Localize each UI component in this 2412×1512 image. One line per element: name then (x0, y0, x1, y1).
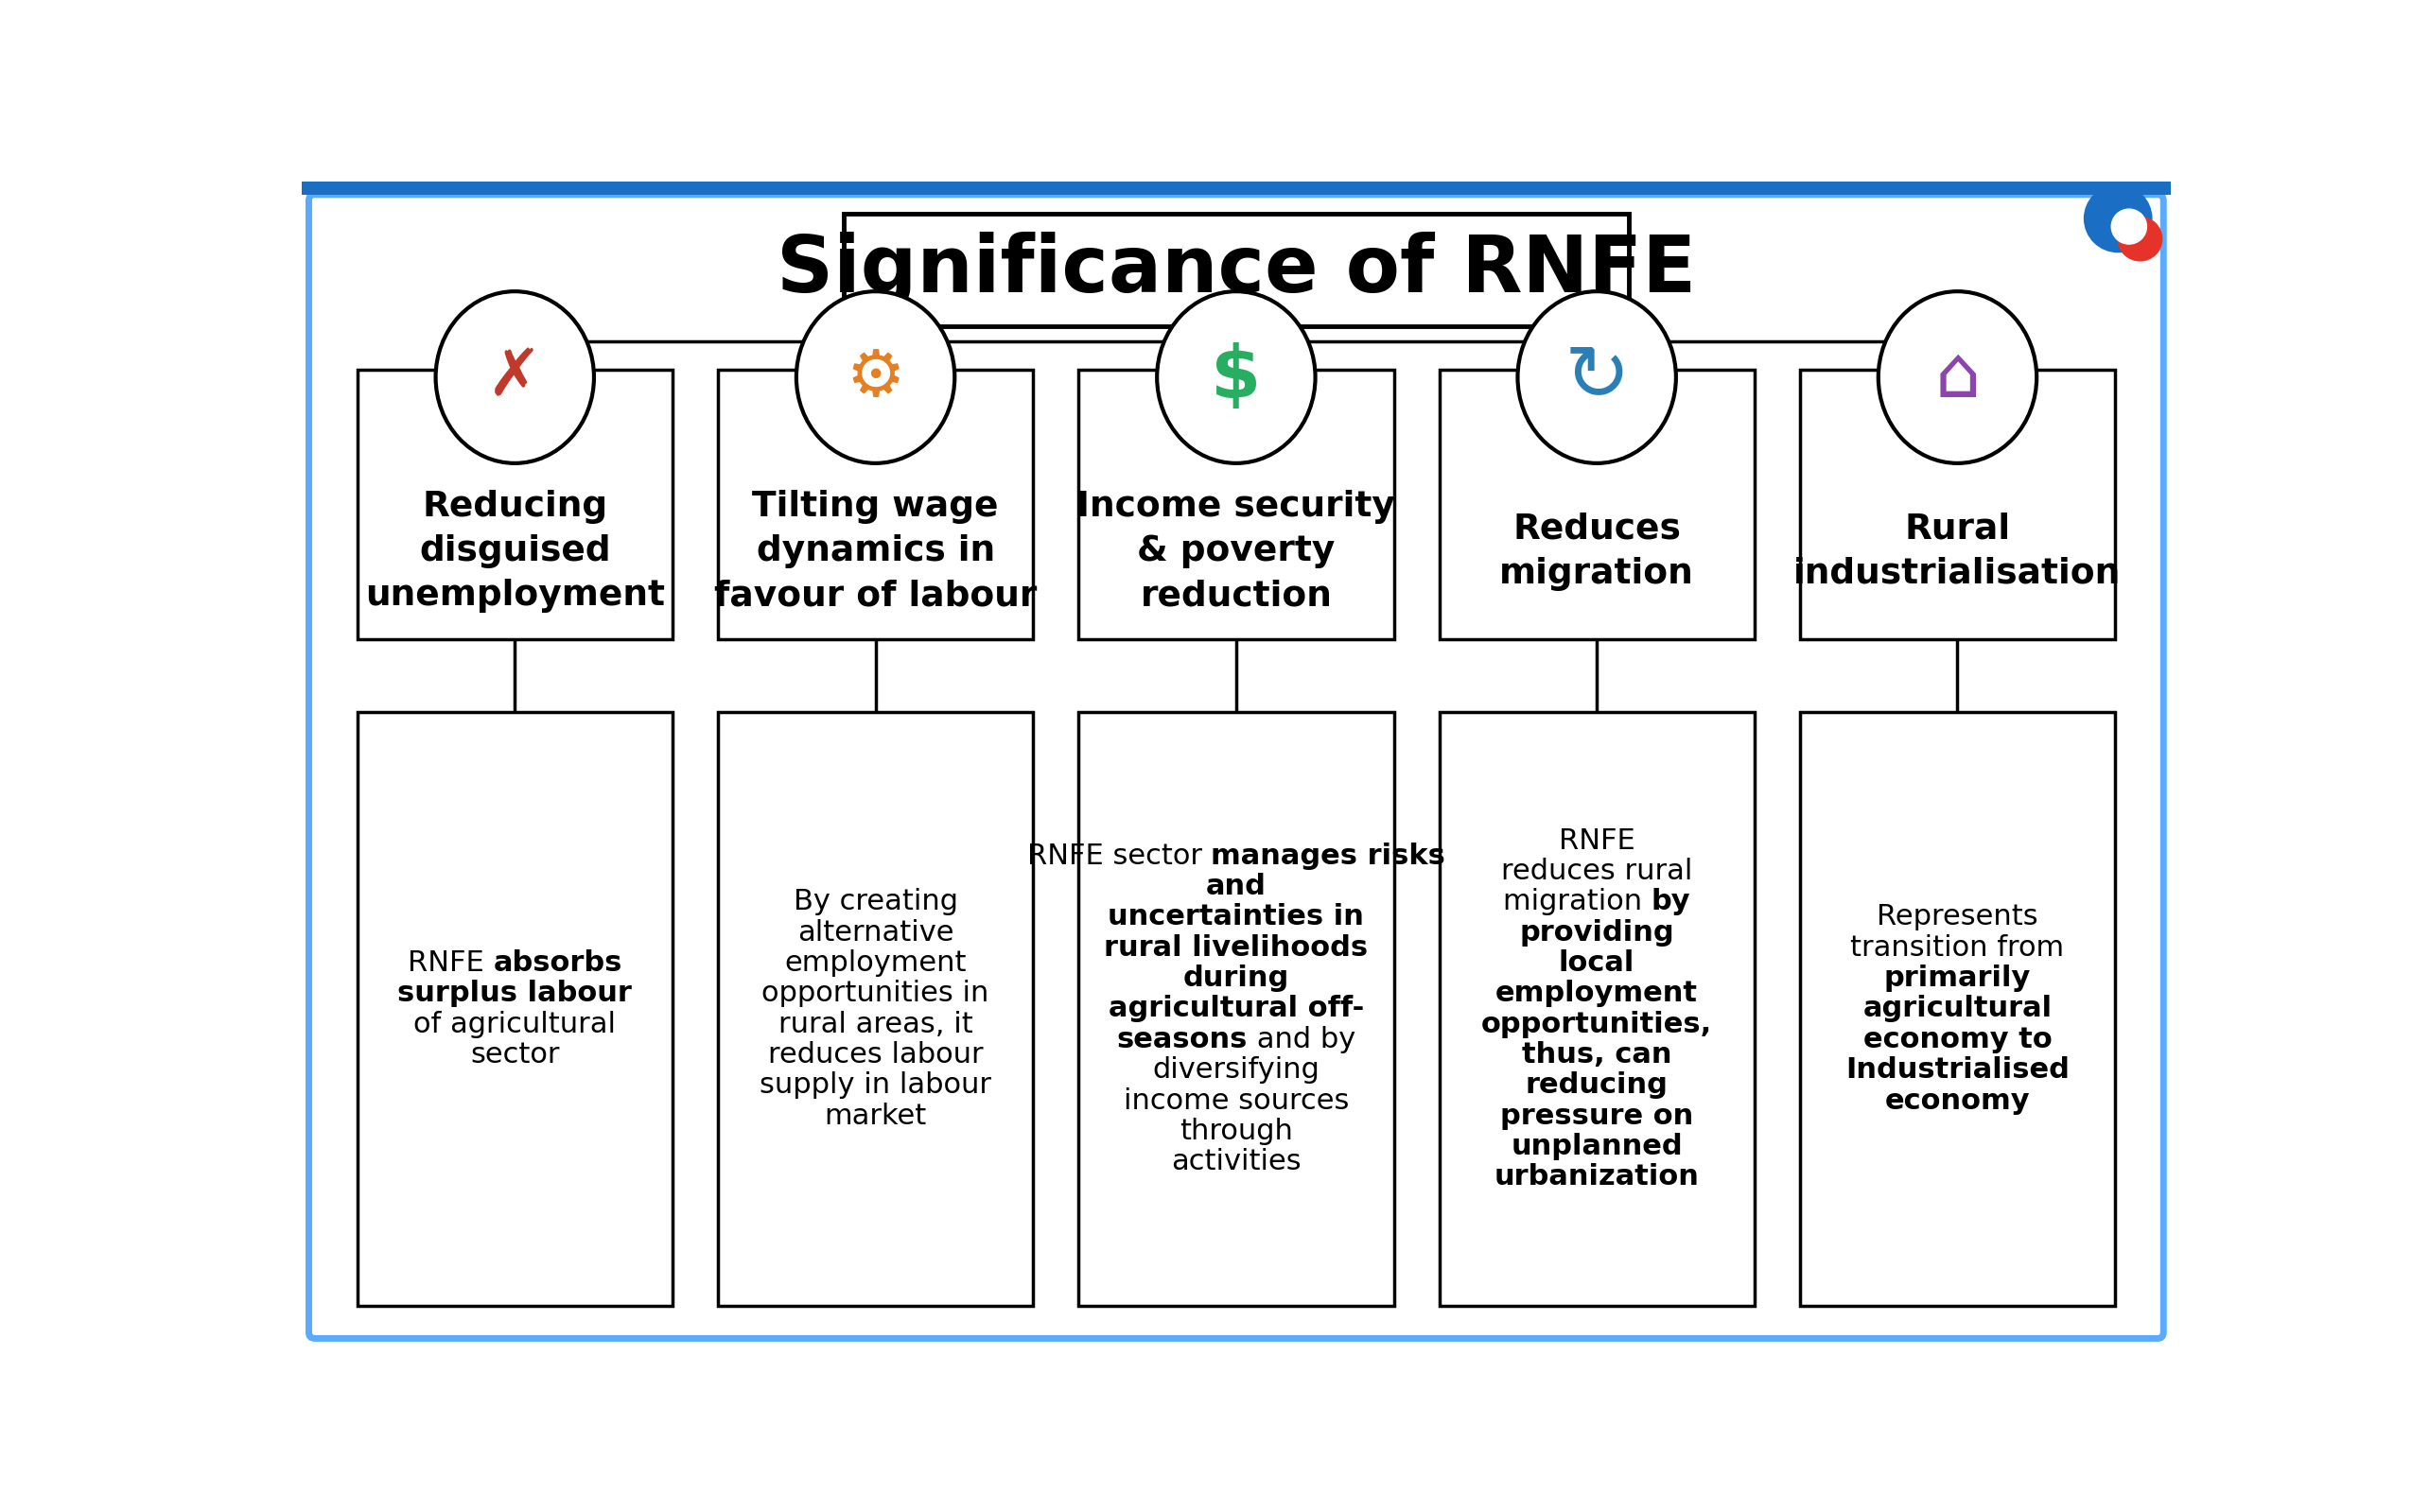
Ellipse shape (796, 292, 955, 463)
Text: RNFE: RNFE (1558, 827, 1635, 854)
Text: ✗: ✗ (487, 346, 543, 408)
Text: agricultural: agricultural (1862, 995, 2053, 1022)
Text: alternative: alternative (798, 919, 953, 947)
Text: agricultural off-: agricultural off- (1110, 995, 1363, 1022)
FancyBboxPatch shape (1078, 370, 1394, 640)
Text: primarily: primarily (1884, 965, 2031, 992)
Text: Significance of RNFE: Significance of RNFE (777, 231, 1696, 308)
Ellipse shape (1158, 292, 1315, 463)
Text: manages risks: manages risks (1211, 842, 1445, 869)
Text: sector: sector (470, 1042, 560, 1069)
Text: Rural
industrialisation: Rural industrialisation (1795, 513, 2120, 591)
Text: and: and (1206, 872, 1266, 900)
Text: of agricultural: of agricultural (412, 1010, 615, 1037)
FancyBboxPatch shape (1440, 370, 1754, 640)
Text: employment: employment (1495, 980, 1698, 1007)
FancyBboxPatch shape (719, 370, 1032, 640)
Text: pressure on: pressure on (1500, 1102, 1693, 1129)
Text: RNFE: RNFE (408, 950, 492, 977)
Circle shape (2110, 209, 2147, 243)
FancyBboxPatch shape (357, 370, 673, 640)
FancyBboxPatch shape (1440, 712, 1754, 1306)
Text: transition from: transition from (1850, 934, 2065, 962)
Text: absorbs: absorbs (492, 950, 622, 977)
Circle shape (2084, 184, 2152, 253)
Text: Industrialised: Industrialised (1845, 1057, 2069, 1084)
Ellipse shape (1517, 292, 1676, 463)
FancyBboxPatch shape (1799, 712, 2115, 1306)
Text: local: local (1558, 950, 1635, 977)
Text: reduces labour: reduces labour (767, 1042, 984, 1069)
Text: Reducing
disguised
unemployment: Reducing disguised unemployment (364, 490, 666, 612)
Text: Reduces
migration: Reduces migration (1500, 513, 1693, 591)
Text: ⌂: ⌂ (1934, 342, 1980, 413)
Text: opportunities,: opportunities, (1481, 1010, 1713, 1037)
Text: surplus labour: surplus labour (398, 980, 632, 1007)
Text: income sources: income sources (1124, 1087, 1348, 1114)
Ellipse shape (437, 292, 593, 463)
Text: Represents: Represents (1877, 904, 2038, 931)
Text: economy to: economy to (1862, 1025, 2053, 1054)
Text: ↻: ↻ (1563, 339, 1631, 416)
Text: urbanization: urbanization (1495, 1163, 1700, 1191)
Text: by: by (1652, 888, 1691, 916)
Circle shape (2118, 218, 2161, 260)
Text: rural livelihoods: rural livelihoods (1105, 934, 1368, 962)
Text: employment: employment (784, 950, 967, 977)
Text: diversifying: diversifying (1153, 1057, 1319, 1084)
Text: during: during (1182, 965, 1290, 992)
Text: reducing: reducing (1524, 1072, 1669, 1099)
Text: supply in labour: supply in labour (760, 1072, 991, 1099)
Text: migration: migration (1503, 888, 1652, 916)
Text: $: $ (1211, 342, 1261, 413)
Bar (302, 181, 2171, 195)
FancyBboxPatch shape (1078, 712, 1394, 1306)
Text: economy: economy (1884, 1087, 2031, 1114)
Text: thus, can: thus, can (1522, 1042, 1672, 1069)
Text: rural areas, it: rural areas, it (779, 1010, 972, 1037)
Text: providing: providing (1520, 919, 1674, 947)
Text: activities: activities (1172, 1148, 1300, 1175)
Text: market: market (825, 1102, 926, 1129)
Text: Tilting wage
dynamics in
favour of labour: Tilting wage dynamics in favour of labou… (714, 490, 1037, 612)
Text: and by: and by (1247, 1025, 1356, 1054)
Ellipse shape (1879, 292, 2036, 463)
Text: unplanned: unplanned (1510, 1132, 1684, 1160)
Text: opportunities in: opportunities in (762, 980, 989, 1007)
FancyBboxPatch shape (1799, 370, 2115, 640)
FancyBboxPatch shape (357, 712, 673, 1306)
Text: uncertainties in: uncertainties in (1107, 904, 1365, 931)
Text: seasons: seasons (1117, 1025, 1247, 1054)
Text: through: through (1179, 1117, 1293, 1145)
Text: ⚙: ⚙ (847, 346, 904, 408)
FancyBboxPatch shape (719, 712, 1032, 1306)
Text: By creating: By creating (794, 888, 958, 916)
Text: Income security
& poverty
reduction: Income security & poverty reduction (1076, 490, 1397, 612)
FancyBboxPatch shape (844, 213, 1628, 327)
Text: reduces rural: reduces rural (1500, 857, 1693, 885)
Text: RNFE sector: RNFE sector (1028, 842, 1211, 869)
